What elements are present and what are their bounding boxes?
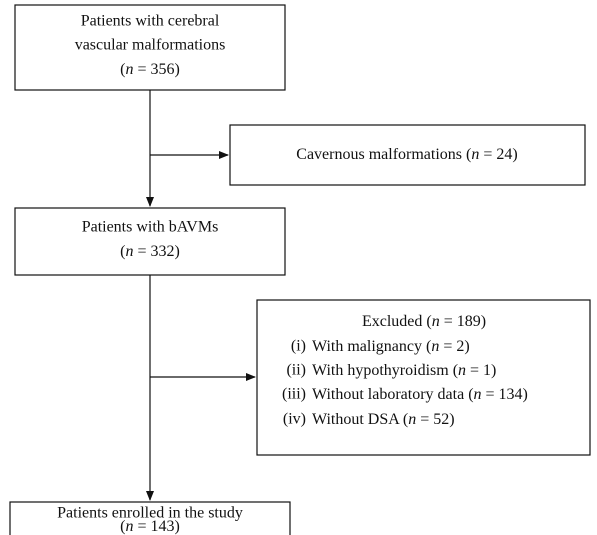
box-text: Patients with cerebral — [81, 13, 220, 30]
list-marker: (ii) — [286, 362, 306, 379]
box-text: Patients with bAVMs — [82, 219, 219, 236]
box-text: (n = 332) — [120, 243, 180, 260]
box-text: Cavernous malformations (n = 24) — [296, 146, 517, 163]
box — [14, 4, 286, 91]
box-text: vascular malformations — [75, 37, 226, 54]
list-text: Without DSA (n = 52) — [312, 411, 455, 428]
list-text: Without laboratory data (n = 134) — [312, 386, 528, 403]
box-text: Patients enrolled in the study — [57, 505, 243, 522]
list-marker: (iv) — [283, 411, 306, 428]
box-title: Excluded (n = 189) — [362, 313, 486, 330]
list-text: With hypothyroidism (n = 1) — [312, 362, 496, 379]
list-marker: (i) — [291, 338, 306, 355]
box — [14, 207, 286, 276]
list-marker: (iii) — [282, 386, 306, 403]
list-text: With malignancy (n = 2) — [312, 338, 470, 355]
box — [256, 299, 591, 456]
box-text: (n = 143) — [120, 518, 180, 535]
box — [9, 501, 291, 535]
box-text: (n = 356) — [120, 61, 180, 78]
box — [229, 124, 586, 186]
